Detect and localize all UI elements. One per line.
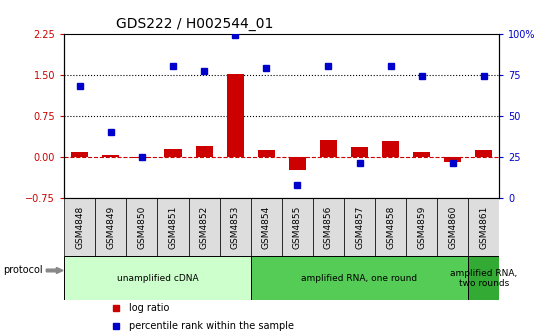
- Bar: [133, 157, 151, 158]
- Text: GSM4857: GSM4857: [355, 205, 364, 249]
- Bar: [220, 198, 251, 256]
- Bar: [126, 198, 157, 256]
- Bar: [375, 198, 406, 256]
- Text: unamplified cDNA: unamplified cDNA: [117, 274, 198, 283]
- Text: GSM4853: GSM4853: [230, 205, 239, 249]
- Text: GSM4851: GSM4851: [169, 205, 177, 249]
- Bar: [157, 198, 189, 256]
- Text: percentile rank within the sample: percentile rank within the sample: [129, 321, 295, 331]
- Bar: [351, 148, 368, 157]
- Text: amplified RNA, one round: amplified RNA, one round: [301, 274, 417, 283]
- Text: amplified RNA,
two rounds: amplified RNA, two rounds: [450, 269, 517, 288]
- Bar: [251, 256, 468, 300]
- Bar: [282, 198, 313, 256]
- Bar: [95, 198, 126, 256]
- Text: GSM4855: GSM4855: [293, 205, 302, 249]
- Bar: [406, 198, 437, 256]
- Bar: [64, 256, 251, 300]
- Text: protocol: protocol: [3, 265, 42, 276]
- Text: GSM4848: GSM4848: [75, 206, 84, 249]
- Bar: [382, 141, 399, 157]
- Bar: [320, 140, 337, 157]
- Bar: [195, 146, 213, 157]
- Bar: [444, 157, 461, 162]
- Bar: [468, 256, 499, 300]
- Text: GSM4849: GSM4849: [107, 206, 116, 249]
- Text: GSM4852: GSM4852: [200, 206, 209, 249]
- Bar: [258, 150, 275, 157]
- Bar: [251, 198, 282, 256]
- Bar: [344, 198, 375, 256]
- Text: GSM4859: GSM4859: [417, 205, 426, 249]
- Bar: [313, 198, 344, 256]
- Bar: [189, 198, 220, 256]
- Text: GSM4858: GSM4858: [386, 205, 395, 249]
- Bar: [71, 152, 88, 157]
- Bar: [102, 155, 119, 157]
- Bar: [289, 157, 306, 170]
- Text: log ratio: log ratio: [129, 303, 170, 313]
- Bar: [165, 149, 181, 157]
- Bar: [475, 150, 492, 157]
- Bar: [468, 198, 499, 256]
- Bar: [64, 198, 95, 256]
- Text: GSM4861: GSM4861: [479, 205, 488, 249]
- Text: GSM4860: GSM4860: [448, 205, 457, 249]
- Bar: [227, 74, 244, 157]
- Text: GSM4854: GSM4854: [262, 206, 271, 249]
- Bar: [413, 152, 430, 157]
- Text: GDS222 / H002544_01: GDS222 / H002544_01: [117, 17, 274, 31]
- Text: GSM4850: GSM4850: [137, 205, 146, 249]
- Text: GSM4856: GSM4856: [324, 205, 333, 249]
- Bar: [437, 198, 468, 256]
